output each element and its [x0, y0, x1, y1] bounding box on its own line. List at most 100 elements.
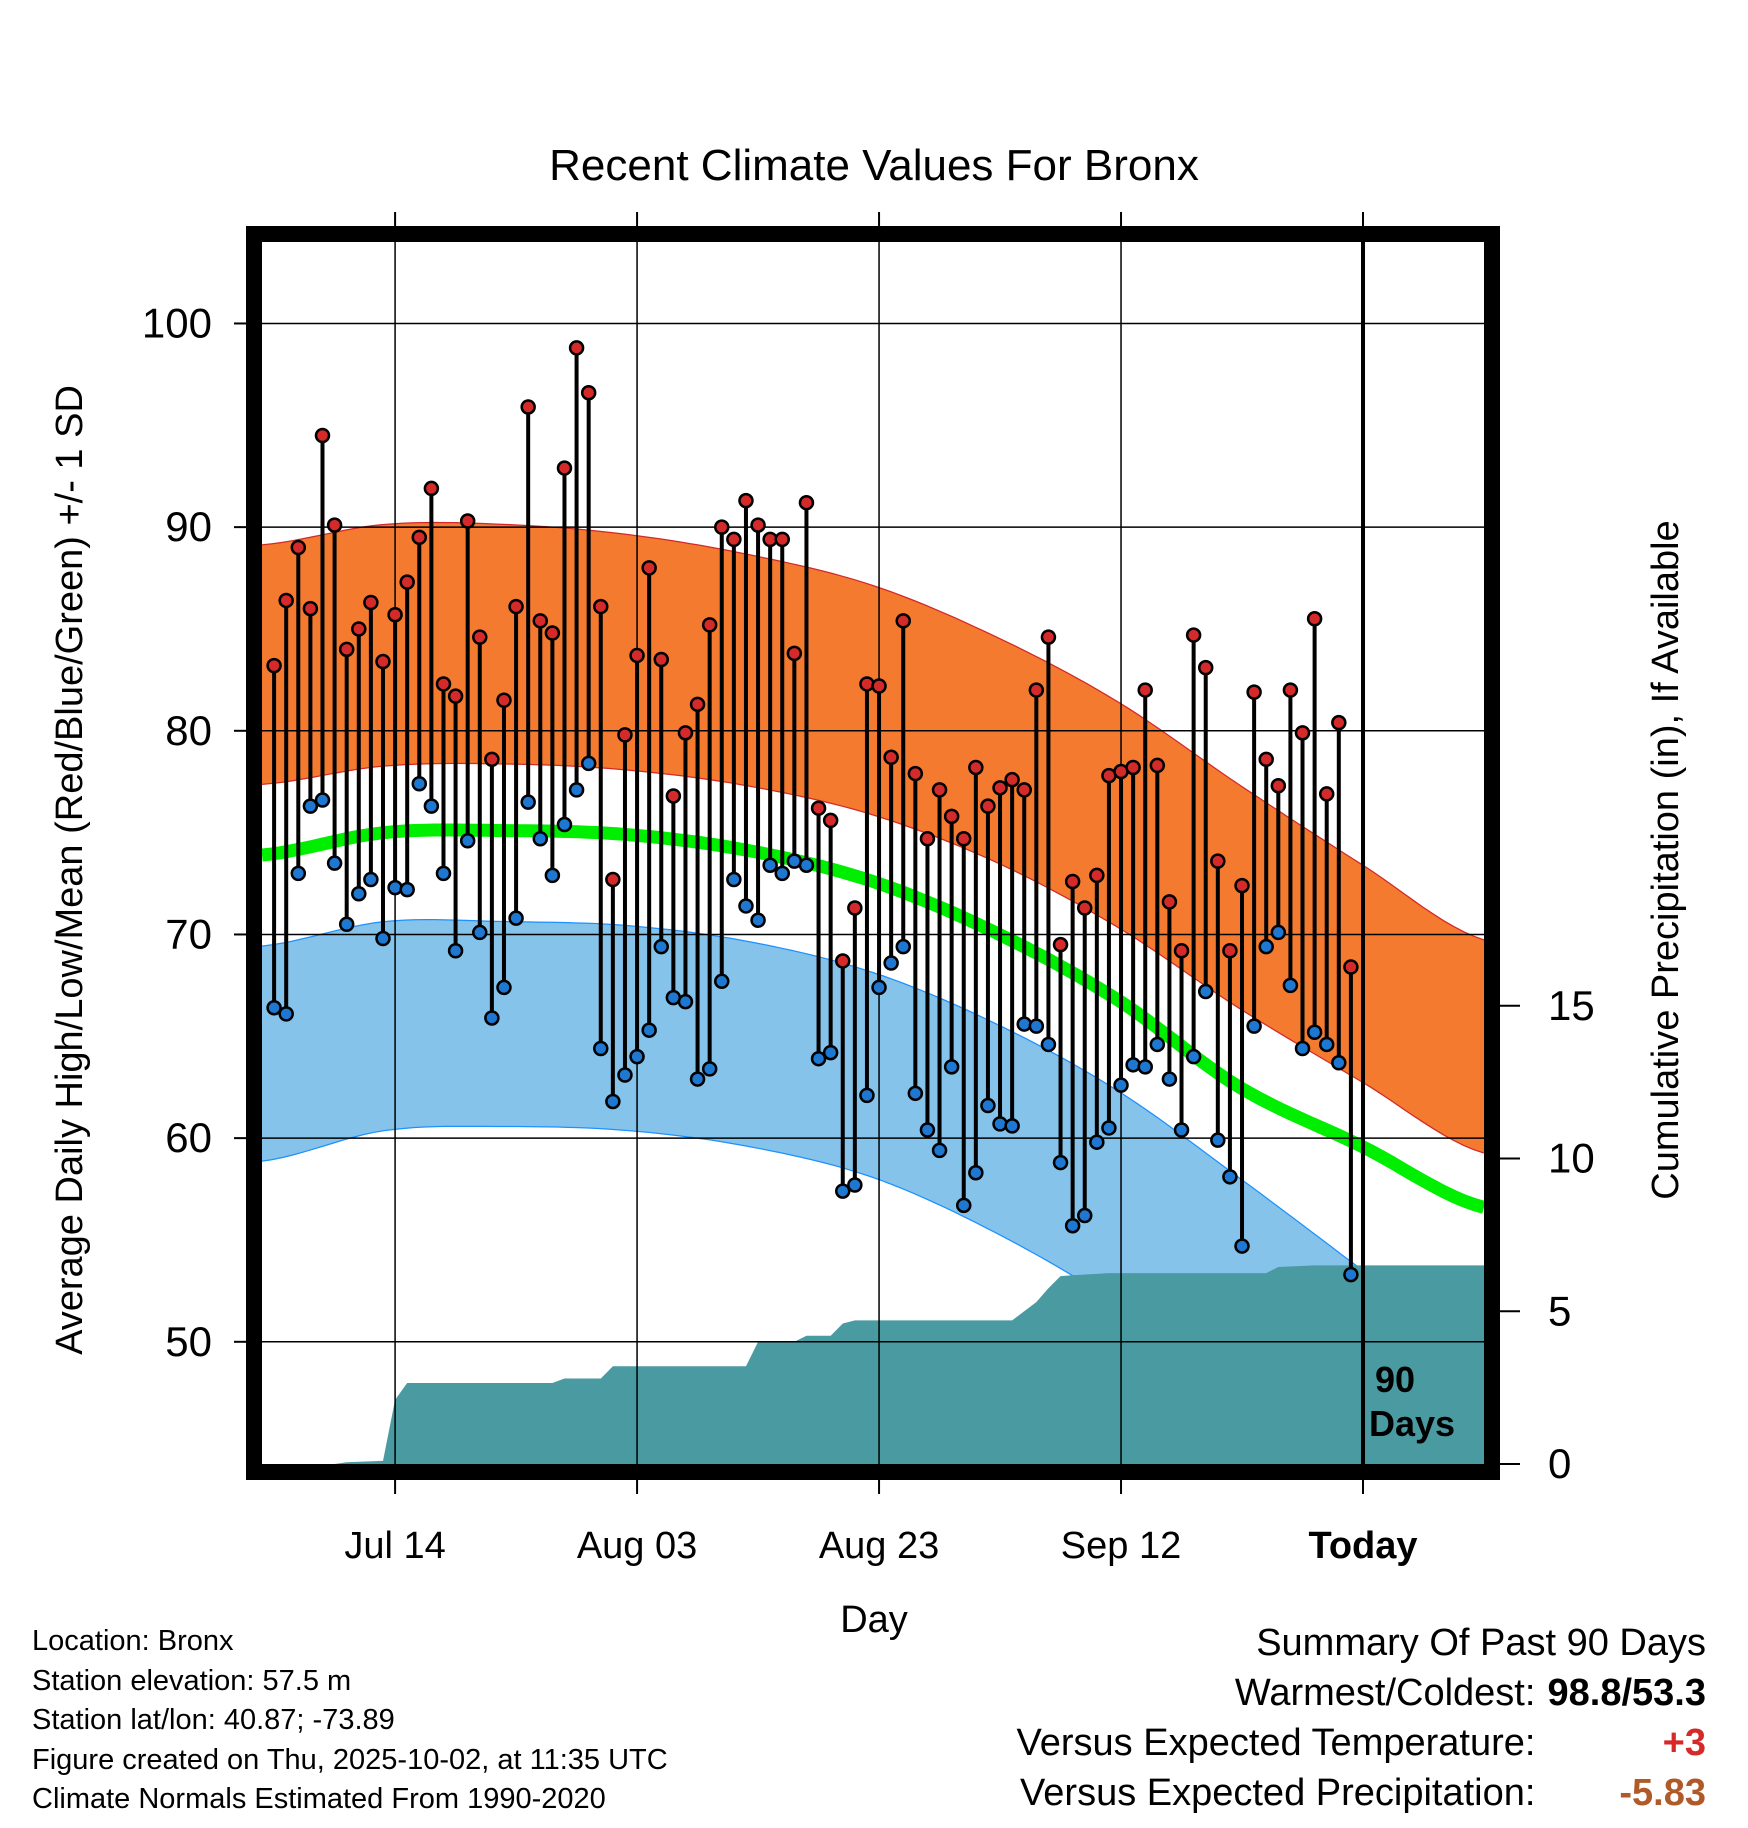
daily-low-point — [1016, 1016, 1032, 1032]
daily-low-point — [351, 885, 367, 902]
y2-tick-label: 10 — [1548, 1135, 1595, 1182]
daily-high-point — [363, 594, 379, 611]
y-tick-label: 60 — [165, 1114, 212, 1161]
chart-title: Recent Climate Values For Bronx — [549, 141, 1199, 190]
daily-low-point — [423, 798, 440, 814]
daily-low-point — [459, 833, 476, 849]
daily-high-point — [580, 384, 597, 401]
x-tick-label: Jul 14 — [344, 1525, 445, 1567]
summary-warmest-row: Warmest/Coldest: 98.8/53.3 — [1017, 1668, 1706, 1718]
elevation-text: Station elevation: 57.5 m — [32, 1664, 352, 1697]
daily-low-point — [1125, 1057, 1141, 1073]
y2-axis-label: Cumulative Precipitation (in), If Availa… — [1645, 520, 1687, 1199]
daily-high-point — [1089, 867, 1105, 884]
daily-high-point — [1173, 943, 1190, 959]
daily-low-point — [1052, 1154, 1069, 1171]
today-days-word: Days — [1369, 1403, 1455, 1444]
daily-high-point — [919, 830, 936, 847]
daily-high-point — [1318, 786, 1335, 802]
daily-high-point — [617, 727, 633, 743]
daily-low-point — [278, 1006, 294, 1022]
summary-title: Summary Of Past 90 Days — [1256, 1622, 1706, 1664]
daily-low-point — [762, 857, 778, 873]
daily-high-point — [955, 830, 972, 847]
daily-high-point — [520, 399, 536, 415]
daily-high-point — [1125, 759, 1141, 776]
daily-low-point — [472, 924, 488, 941]
daily-high-point — [810, 800, 827, 816]
y-tick-label: 100 — [142, 299, 212, 346]
daily-high-point — [387, 606, 403, 623]
daily-high-point — [835, 953, 851, 969]
daily-low-point — [1294, 1040, 1311, 1057]
daily-high-point — [968, 759, 984, 776]
warmest-value: 98.8/53.3 — [1547, 1672, 1706, 1714]
daily-low-point — [714, 973, 730, 990]
daily-low-point — [1064, 1217, 1081, 1234]
x-tick-label: Sep 12 — [1061, 1525, 1181, 1567]
daily-high-point — [496, 692, 512, 708]
daily-high-point — [641, 560, 657, 576]
precip-area — [262, 1265, 1484, 1464]
y-axis-label: Average Daily High/Low/Mean (Red/Blue/Gr… — [49, 385, 91, 1355]
daily-low-point — [1185, 1048, 1202, 1065]
daily-high-point — [1234, 877, 1250, 894]
daily-low-point — [1258, 938, 1274, 955]
summary-panel: Summary Of Past 90 Days Warmest/Coldest:… — [1017, 1618, 1706, 1818]
daily-high-point — [1306, 611, 1323, 627]
daily-low-point — [907, 1085, 924, 1102]
daily-high-point — [290, 539, 307, 556]
daily-high-point — [907, 765, 924, 782]
temp-value: +3 — [1662, 1722, 1706, 1764]
today-days-number: 90 — [1375, 1359, 1415, 1400]
daily-high-point — [1004, 771, 1020, 788]
daily-low-point — [1161, 1071, 1178, 1087]
daily-high-point — [992, 780, 1008, 796]
daily-low-point — [484, 1010, 500, 1026]
daily-low-point — [992, 1116, 1008, 1132]
daily-high-point — [738, 492, 754, 509]
daily-low-point — [919, 1122, 936, 1138]
daily-low-point — [1089, 1134, 1105, 1150]
daily-low-point — [1076, 1207, 1093, 1224]
daily-high-point — [1076, 900, 1093, 916]
daily-high-point — [847, 900, 863, 916]
daily-high-point — [1343, 959, 1359, 975]
x-tick-label: Aug 23 — [819, 1525, 939, 1567]
daily-low-point — [314, 792, 331, 808]
summary-precip-row: Versus Expected Precipitation: -5.83 — [1017, 1768, 1706, 1818]
daily-low-point — [1101, 1120, 1117, 1136]
daily-high-point — [629, 647, 645, 664]
daily-high-point — [980, 798, 996, 814]
daily-high-point — [593, 598, 609, 615]
daily-low-point — [931, 1142, 948, 1159]
daily-high-point — [1185, 627, 1202, 643]
daily-low-point — [847, 1177, 863, 1193]
daily-low-point — [1137, 1059, 1153, 1075]
daily-low-point — [435, 865, 452, 882]
daily-high-point — [689, 696, 706, 713]
daily-low-point — [363, 871, 379, 888]
plot-frame — [246, 226, 1500, 1480]
daily-high-point — [314, 427, 331, 444]
daily-low-point — [871, 979, 887, 996]
daily-high-point — [1064, 873, 1081, 890]
daily-low-point — [375, 930, 391, 947]
daily-low-point — [520, 794, 536, 810]
summary-temp-row: Versus Expected Temperature: +3 — [1017, 1718, 1706, 1768]
daily-low-point — [338, 916, 355, 933]
daily-low-point — [508, 910, 524, 926]
daily-low-point — [774, 865, 791, 882]
daily-low-point — [895, 938, 911, 955]
daily-high-point — [556, 460, 573, 476]
precip-value: -5.83 — [1619, 1772, 1706, 1814]
daily-low-point — [641, 1022, 657, 1038]
daily-low-point — [859, 1087, 875, 1104]
daily-high-point — [508, 598, 524, 615]
daily-low-point — [955, 1197, 972, 1214]
daily-high-point — [459, 513, 476, 529]
x-tick-label: Today — [1308, 1525, 1417, 1567]
daily-low-point — [980, 1097, 996, 1114]
daily-low-point — [605, 1093, 621, 1110]
